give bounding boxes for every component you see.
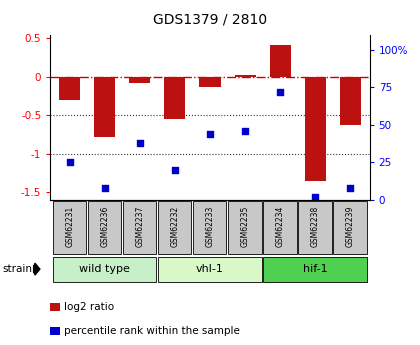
FancyBboxPatch shape [52,257,156,282]
FancyBboxPatch shape [333,201,367,254]
Text: GSM62238: GSM62238 [311,206,320,247]
Point [347,185,354,191]
FancyBboxPatch shape [193,201,226,254]
FancyBboxPatch shape [263,201,297,254]
Text: GSM62235: GSM62235 [241,206,249,247]
FancyBboxPatch shape [88,201,121,254]
Text: GSM62233: GSM62233 [205,206,215,247]
Point [242,128,249,134]
Bar [164,77,186,119]
Point [171,167,178,173]
FancyBboxPatch shape [52,201,86,254]
Point [312,194,319,200]
Text: GSM62239: GSM62239 [346,206,355,247]
Bar [340,77,361,125]
Text: hif-1: hif-1 [303,264,328,274]
Point [101,185,108,191]
Text: GDS1379 / 2810: GDS1379 / 2810 [153,12,267,26]
Bar [129,77,150,83]
Text: percentile rank within the sample: percentile rank within the sample [64,326,240,336]
FancyBboxPatch shape [123,201,156,254]
FancyBboxPatch shape [158,201,192,254]
Text: log2 ratio: log2 ratio [64,302,114,312]
Text: GSM62234: GSM62234 [276,206,285,247]
Text: GSM62236: GSM62236 [100,206,109,247]
Point [66,160,73,165]
Text: GSM62237: GSM62237 [135,206,144,247]
FancyBboxPatch shape [158,257,262,282]
Bar [94,77,116,137]
Point [136,140,143,146]
Bar [234,75,256,77]
Text: vhl-1: vhl-1 [196,264,224,274]
FancyBboxPatch shape [298,201,332,254]
Text: GSM62231: GSM62231 [65,206,74,247]
FancyBboxPatch shape [263,257,367,282]
Point [277,89,284,95]
Bar [59,77,80,100]
FancyBboxPatch shape [228,201,262,254]
Bar [200,77,221,87]
Point [207,131,213,137]
Text: GSM62232: GSM62232 [171,206,179,247]
Text: wild type: wild type [79,264,130,274]
Text: strain: strain [2,264,32,274]
Bar [304,77,326,181]
Bar [270,45,291,77]
